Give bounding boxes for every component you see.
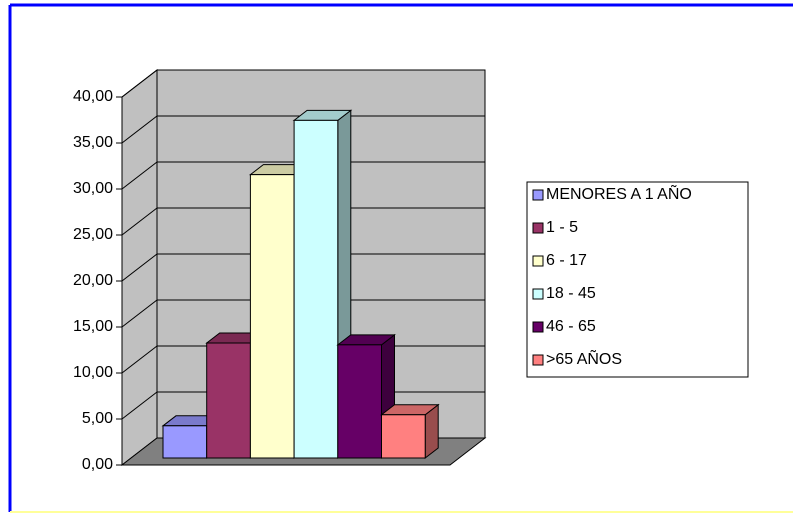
- legend-swatch: [532, 354, 544, 366]
- y-tick-label: 15,00: [73, 318, 113, 335]
- legend-swatch: [532, 321, 544, 333]
- grid-line: [121, 299, 158, 328]
- y-tick-label: 20,00: [73, 272, 113, 289]
- legend-label: 1 - 5: [546, 219, 578, 236]
- grid-line: [121, 69, 158, 98]
- bar: [293, 119, 339, 459]
- legend-swatch: [532, 189, 544, 201]
- bar: [249, 174, 295, 459]
- legend-label: 18 - 45: [546, 285, 596, 302]
- y-tick-label: 40,00: [73, 88, 113, 105]
- legend-swatch: [532, 288, 544, 300]
- y-tick-label: 5,00: [82, 410, 113, 427]
- bar: [337, 344, 382, 459]
- grid-line: [121, 345, 158, 374]
- grid-line: [121, 115, 158, 144]
- y-tick-label: 35,00: [73, 134, 113, 151]
- bar: [162, 425, 208, 459]
- legend-swatch: [532, 255, 544, 267]
- legend: [526, 181, 749, 378]
- y-tick-label: 10,00: [73, 364, 113, 381]
- legend-label: 46 - 65: [546, 318, 596, 335]
- legend-swatch: [532, 222, 544, 234]
- grid-line: [121, 207, 158, 236]
- grid-line: [121, 253, 158, 282]
- grid-line: [121, 391, 158, 420]
- bar: [206, 342, 251, 459]
- y-tick-label: 30,00: [73, 180, 113, 197]
- grid-line: [121, 161, 158, 190]
- legend-label: 6 - 17: [546, 252, 587, 269]
- bar: [381, 414, 426, 459]
- legend-label: >65 AÑOS: [546, 348, 622, 368]
- y-tick-label: 25,00: [73, 226, 113, 243]
- legend-label: MENORES A 1 AÑO: [546, 183, 692, 203]
- y-tick-label: 0,00: [82, 456, 113, 473]
